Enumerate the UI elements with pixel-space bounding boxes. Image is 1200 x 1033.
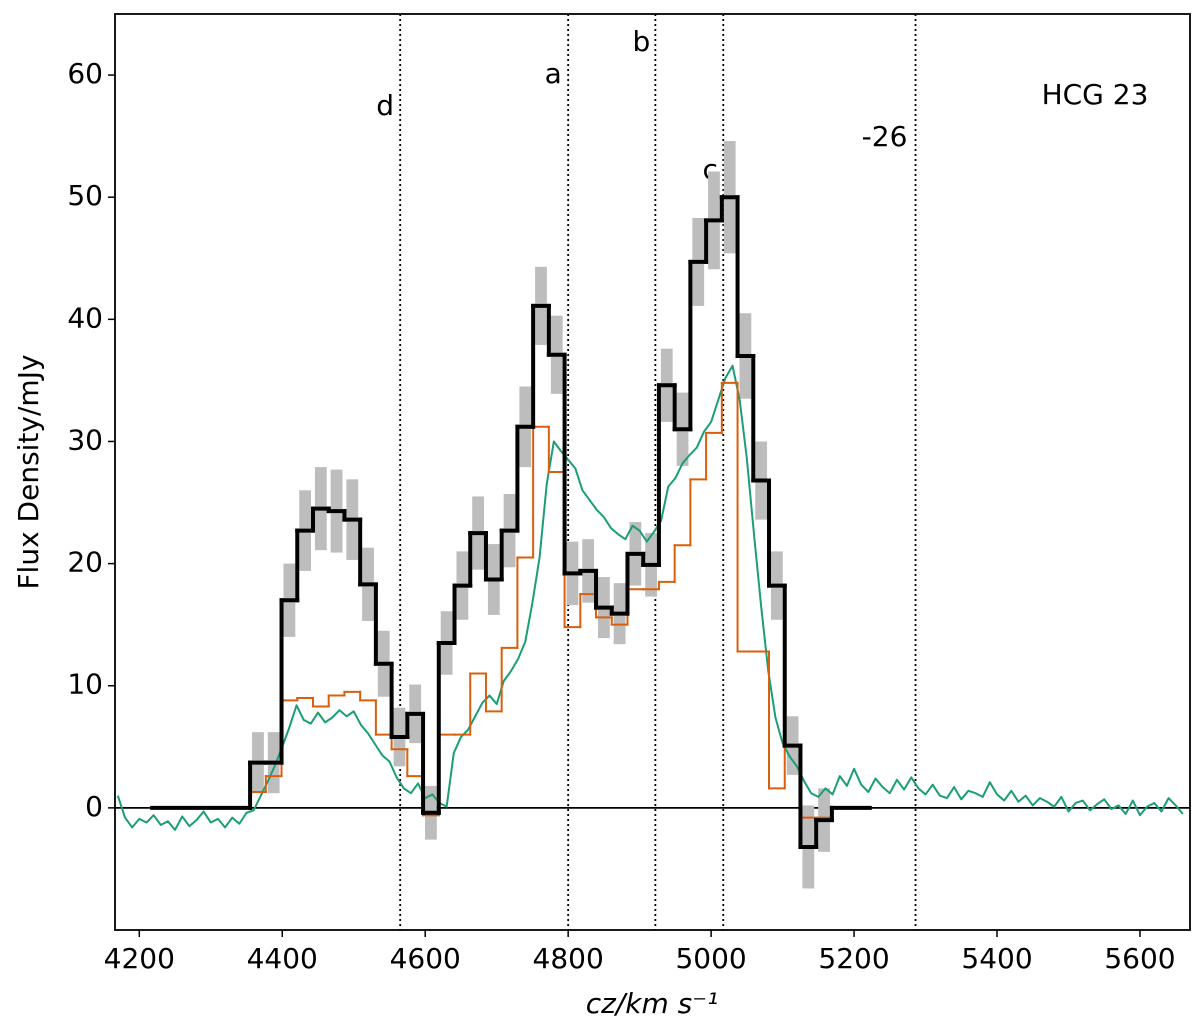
marker-label: b	[632, 25, 650, 58]
x-tick-label: 5400	[961, 942, 1032, 975]
y-tick-label: 30	[67, 423, 103, 456]
x-tick-label: 4600	[390, 942, 461, 975]
x-tick-label: 5600	[1104, 942, 1175, 975]
marker-label: d	[376, 89, 394, 122]
x-axis-label: cz/km s⁻¹	[586, 987, 719, 1020]
marker-label: a	[545, 57, 562, 90]
marker-label: -26	[862, 120, 908, 153]
y-tick-label: 0	[85, 790, 103, 823]
y-tick-label: 20	[67, 546, 103, 579]
y-axis-label: Flux Density/mJy	[12, 354, 45, 589]
y-tick-label: 50	[67, 179, 103, 212]
x-tick-label: 4800	[533, 942, 604, 975]
x-tick-label: 5000	[675, 942, 746, 975]
y-tick-label: 60	[67, 57, 103, 90]
spectrum-line	[116, 364, 1184, 831]
annotation: HCG 23	[1042, 78, 1149, 111]
y-tick-label: 40	[67, 301, 103, 334]
x-tick-label: 4400	[247, 942, 318, 975]
plot-frame	[114, 13, 1191, 931]
x-tick-label: 4200	[104, 942, 175, 975]
x-tick-label: 5200	[818, 942, 889, 975]
y-tick-label: 10	[67, 668, 103, 701]
